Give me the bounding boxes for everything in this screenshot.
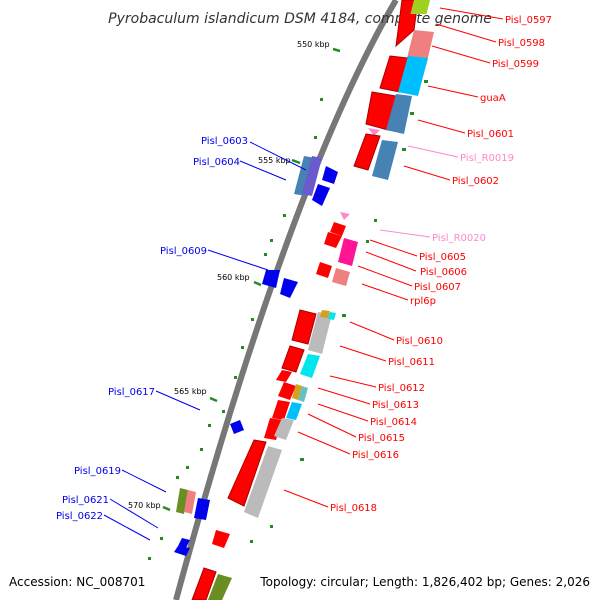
genome-backbone — [173, 0, 399, 601]
gene-arrow — [280, 278, 298, 298]
gene-arrow — [272, 400, 290, 420]
gene-arrow — [291, 309, 317, 345]
gene-block — [410, 0, 430, 14]
gene-block — [300, 354, 320, 378]
gene-label: Pisl_0597 — [505, 15, 552, 26]
gene-label: Pisl_0602 — [452, 176, 499, 187]
gene-label: Pisl_0616 — [352, 450, 399, 461]
gene-arrow — [212, 530, 230, 548]
gene-label: Pisl_0611 — [388, 357, 435, 368]
gene-arrow — [281, 345, 305, 373]
kbp-label: 560 kbp — [217, 273, 250, 282]
accession-text: Accession: NC_008701 — [9, 575, 145, 589]
gene-block — [372, 140, 398, 180]
gene-arrow — [316, 262, 332, 278]
kbp-label: 565 kbp — [174, 387, 207, 396]
gene-label: Pisl_0609 — [160, 246, 207, 257]
right-labels: Pisl_0597 Pisl_0598 Pisl_0599 guaA Pisl_… — [330, 15, 552, 514]
kbp-label: 550 kbp — [297, 40, 330, 49]
gene-label: Pisl_0612 — [378, 383, 425, 394]
gene-label: Pisl_0605 — [419, 252, 466, 263]
right-connectors — [283, 7, 504, 508]
map-title: Pyrobaculum islandicum DSM 4184, complet… — [108, 11, 492, 27]
gene-arrow — [330, 222, 346, 236]
gene-label: Pisl_0610 — [396, 336, 443, 347]
forward-genes — [191, 0, 434, 601]
gene-label: Pisl_0615 — [358, 433, 405, 444]
kbp-label: 555 kbp — [258, 156, 291, 165]
gene-block — [244, 446, 282, 518]
gene-block — [302, 156, 322, 196]
gene-arrow — [353, 133, 381, 171]
gene-label: Pisl_0607 — [414, 282, 461, 293]
left-connectors — [103, 141, 307, 541]
kbp-labels: 550 kbp 555 kbp 560 kbp 565 kbp 570 kbp — [128, 40, 341, 512]
rna-marker — [368, 128, 380, 136]
gene-label: Pisl_0619 — [74, 466, 121, 477]
gene-label: Pisl_R0019 — [460, 153, 514, 164]
left-labels: Pisl_0603 Pisl_0604 Pisl_0609 Pisl_0617 … — [56, 136, 248, 522]
gene-label: Pisl_0621 — [62, 495, 109, 506]
gene-label: Pisl_0599 — [492, 59, 539, 70]
gene-arrow — [174, 546, 190, 556]
reverse-genes — [174, 156, 338, 556]
gene-block — [286, 402, 302, 420]
rna-marker — [340, 212, 350, 220]
gene-label: Pisl_0606 — [420, 267, 467, 278]
gene-arrow — [324, 232, 342, 248]
gene-label: Pisl_0604 — [193, 157, 240, 168]
topology-text: Topology: circular; Length: 1,826,402 bp… — [259, 575, 590, 589]
gene-block — [292, 384, 302, 400]
gene-block — [338, 238, 358, 266]
gene-label: Pisl_R0020 — [432, 233, 486, 244]
gene-label: Pisl_0614 — [370, 417, 417, 428]
gene-block — [332, 268, 350, 286]
gene-label: Pisl_0613 — [372, 400, 419, 411]
gene-arrow — [322, 166, 338, 184]
gene-arrow — [194, 498, 210, 520]
gene-arrow — [312, 184, 330, 206]
gene-block — [308, 312, 332, 354]
gene-label: Pisl_0622 — [56, 511, 103, 522]
gene-label: Pisl_0617 — [108, 387, 155, 398]
gene-arrow — [230, 420, 244, 434]
gene-arrow — [276, 370, 292, 382]
gene-arrow — [227, 439, 267, 507]
gene-label: Pisl_0598 — [498, 38, 545, 49]
gene-block — [208, 574, 232, 600]
gene-label: Pisl_0618 — [330, 503, 377, 514]
gene-arrow — [278, 382, 296, 400]
gene-block — [386, 94, 412, 134]
gene-block — [274, 418, 294, 440]
gene-label: Pisl_0601 — [467, 129, 514, 140]
gene-label: Pisl_0603 — [201, 136, 248, 147]
gene-block — [328, 312, 336, 320]
gene-block — [320, 310, 330, 318]
gene-block — [184, 490, 196, 514]
gene-arrow — [178, 538, 190, 548]
kbp-label: 570 kbp — [128, 501, 161, 510]
gene-label: guaA — [480, 93, 506, 104]
gene-label: rpl6p — [410, 296, 436, 307]
gene-block — [298, 386, 308, 402]
gc-ticks — [148, 55, 428, 560]
gene-arrow — [262, 270, 280, 288]
gene-block — [398, 56, 428, 96]
